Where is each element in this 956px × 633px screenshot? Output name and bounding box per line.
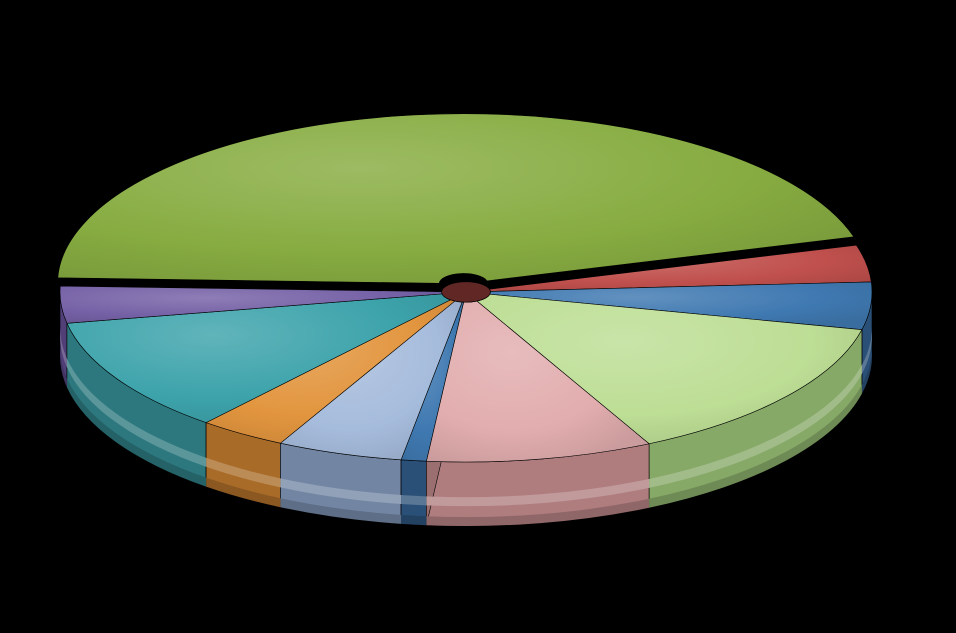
pie-chart-3d — [0, 0, 956, 633]
